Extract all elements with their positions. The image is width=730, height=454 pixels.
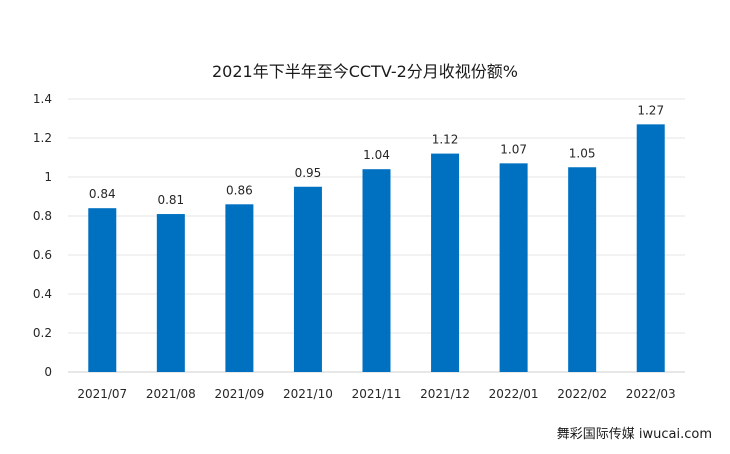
x-tick-label: 2021/10 <box>283 387 333 401</box>
data-label: 1.04 <box>363 148 390 162</box>
y-tick-label: 1 <box>44 170 52 184</box>
data-label: 1.12 <box>432 133 459 147</box>
bar <box>156 214 185 372</box>
x-tick-label: 2021/11 <box>352 387 402 401</box>
y-tick-label: 0.8 <box>33 209 52 223</box>
data-label: 1.05 <box>569 146 596 160</box>
bars <box>88 124 665 372</box>
bar <box>636 124 665 372</box>
x-tick-label: 2021/09 <box>214 387 264 401</box>
data-labels: 0.84 0.81 0.86 0.95 1.04 1.12 1.07 1.05 1.27 <box>89 103 664 207</box>
bar <box>88 208 117 372</box>
watermark: 舞彩国际传媒 iwucai.com <box>556 427 712 442</box>
x-tick-label: 2022/01 <box>489 387 539 401</box>
bar <box>431 153 460 372</box>
y-tick-label: 0.2 <box>33 326 52 340</box>
y-tick-label: 0.6 <box>33 248 52 262</box>
bar <box>568 167 597 372</box>
bar <box>362 169 391 372</box>
y-axis-ticks: 0 0.2 0.4 0.6 0.8 1 1.2 1.4 <box>33 92 52 379</box>
bar <box>293 186 322 372</box>
bar <box>499 163 528 372</box>
x-tick-label: 2021/12 <box>420 387 470 401</box>
data-label: 0.81 <box>157 193 184 207</box>
x-tick-label: 2021/08 <box>146 387 196 401</box>
x-axis-ticks: 2021/07 2021/08 2021/09 2021/10 2021/11 2021/… <box>77 387 675 401</box>
data-label: 1.27 <box>637 103 664 117</box>
y-tick-label: 0.4 <box>33 287 52 301</box>
y-tick-label: 1.2 <box>33 131 52 145</box>
y-tick-label: 0 <box>44 365 52 379</box>
chart-title: 2021年下半年至今CCTV-2分月收视份额% <box>212 62 518 81</box>
bar <box>225 204 254 372</box>
data-label: 0.86 <box>226 183 253 197</box>
data-label: 1.07 <box>500 142 527 156</box>
x-tick-label: 2021/07 <box>77 387 127 401</box>
data-label: 0.84 <box>89 187 116 201</box>
x-tick-label: 2022/03 <box>626 387 676 401</box>
x-tick-label: 2022/02 <box>557 387 607 401</box>
data-label: 0.95 <box>295 166 322 180</box>
y-tick-label: 1.4 <box>33 92 52 106</box>
